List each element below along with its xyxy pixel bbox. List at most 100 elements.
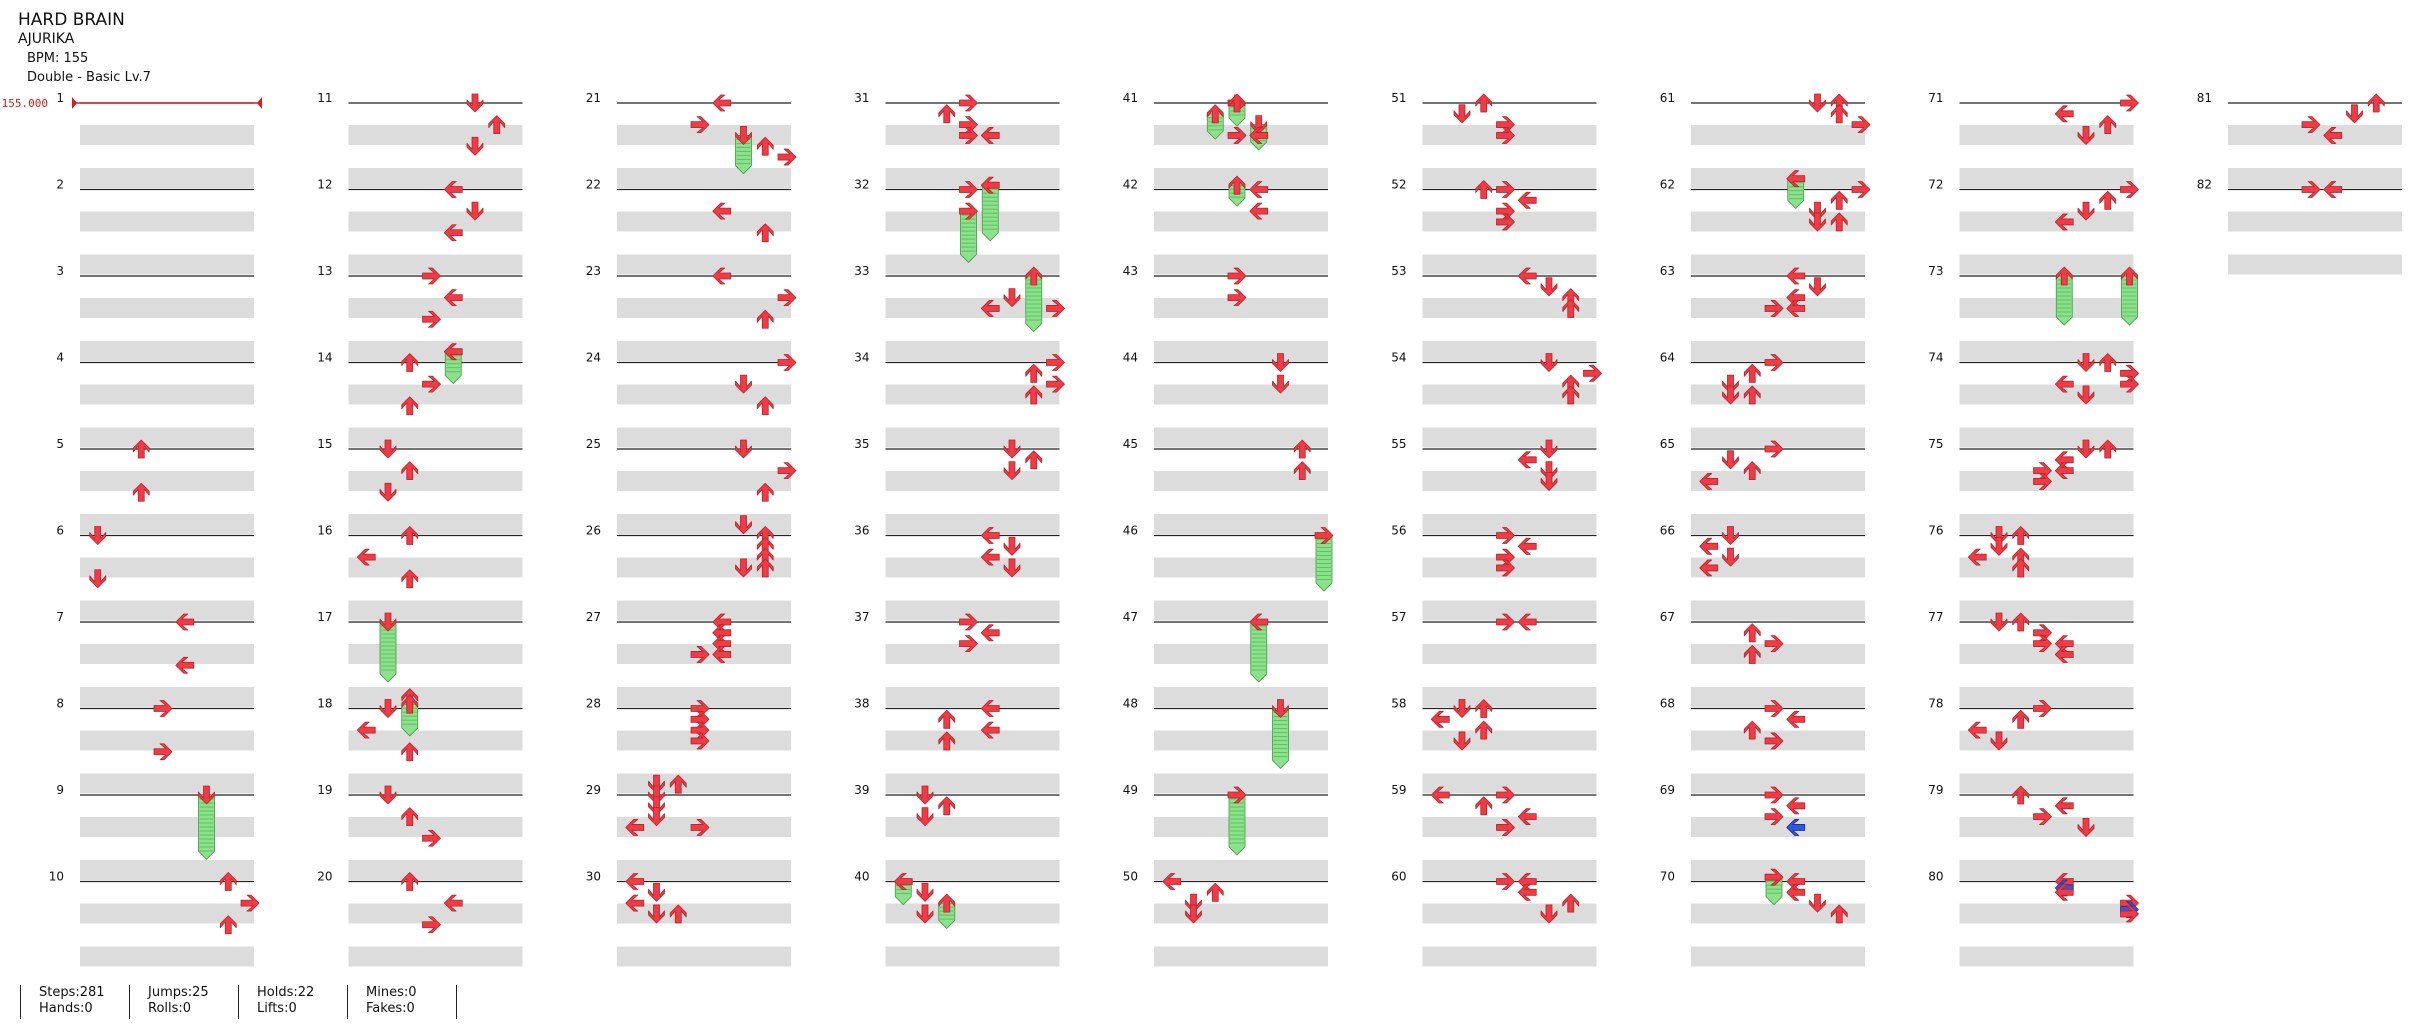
measure-number: 3 [56, 264, 64, 278]
beat-band [1422, 168, 1597, 188]
arrow-shape [916, 785, 934, 805]
beat-band [885, 644, 1060, 664]
up-arrow-icon [1228, 93, 1246, 113]
arrow-shape [756, 136, 774, 156]
measure-63: 63 [1660, 264, 1865, 361]
arrow-shape [1764, 300, 1784, 317]
up-arrow-icon [669, 774, 687, 794]
beat-band [885, 384, 1060, 405]
arrow-shape [2054, 883, 2074, 901]
measure-82: 82 [2197, 178, 2402, 275]
beat-band [1154, 211, 1328, 232]
left-arrow-icon [893, 873, 913, 890]
beat-band [1422, 600, 1597, 621]
beat-band [885, 341, 1060, 361]
beat-band [617, 471, 791, 491]
arrow-shape [1722, 547, 1739, 567]
measure-number: 1 [56, 91, 64, 105]
arrow-shape [1046, 375, 1065, 393]
arrow-shape [756, 223, 774, 243]
arrow-shape [1990, 526, 2008, 545]
arrow-shape [2301, 116, 2321, 134]
measure-number: 49 [1123, 783, 1138, 797]
arrow-shape [1475, 796, 1493, 816]
measure-number: 66 [1660, 524, 1675, 538]
measure-number: 53 [1391, 264, 1406, 278]
up-arrow-icon [756, 396, 774, 416]
arrow-shape [443, 224, 463, 242]
down-arrow-icon [2077, 385, 2095, 405]
arrow-shape [401, 569, 419, 589]
right-arrow-icon [2301, 116, 2321, 134]
arrow-shape [401, 872, 419, 891]
arrow-shape [1786, 797, 1806, 815]
up-arrow-icon [2121, 266, 2138, 286]
arrow-shape [1809, 277, 1826, 297]
measure-72: 72 [1928, 178, 2134, 275]
measure-58: 58 [1391, 697, 1597, 794]
measure-62: 62 [1660, 178, 1865, 275]
measure-number: 39 [854, 783, 869, 797]
arrow-shape [938, 104, 956, 124]
arrow-shape [1475, 93, 1493, 113]
beat-band [1691, 427, 1865, 448]
arrow-shape [1272, 353, 1289, 372]
arrow-shape [938, 731, 956, 751]
left-arrow-icon [980, 548, 1000, 566]
measure-number: 2 [56, 178, 64, 192]
arrow-shape [1496, 213, 1515, 231]
arrow-shape [777, 289, 797, 307]
beat-band [885, 557, 1060, 578]
beat-band [1154, 427, 1328, 448]
arrow-shape [777, 354, 797, 371]
down-arrow-icon [2077, 439, 2095, 459]
arrow-shape [1830, 212, 1848, 232]
arrow-shape [1786, 170, 1806, 188]
arrow-shape [1003, 536, 1021, 556]
arrow-shape [690, 819, 710, 836]
beat-band [1959, 860, 2134, 880]
right-arrow-icon [690, 646, 710, 663]
measure-28: 28 [586, 697, 791, 794]
left-arrow-icon [443, 181, 463, 198]
arrow-shape [690, 732, 710, 750]
up-arrow-icon [1562, 385, 1580, 405]
arrow-shape [356, 721, 376, 739]
beat-band [80, 773, 254, 794]
beat-band [1422, 341, 1597, 361]
up-arrow-icon [401, 569, 419, 589]
arrow-shape [712, 202, 732, 220]
measure-52: 52 [1391, 178, 1597, 275]
up-arrow-icon [2012, 612, 2030, 632]
up-arrow-icon [2099, 353, 2117, 372]
arrow-shape [1743, 623, 1761, 643]
arrow-shape [89, 569, 107, 589]
right-arrow-icon [777, 354, 797, 371]
measure-number: 75 [1928, 437, 1943, 451]
beat-band [1691, 817, 1865, 837]
beat-band [1422, 644, 1597, 664]
arrow-shape [1851, 116, 1871, 134]
up-arrow-icon [756, 309, 774, 329]
left-arrow-icon [443, 894, 463, 912]
arrow-shape [422, 310, 441, 328]
measure-73: 73 [1928, 264, 2134, 361]
beat-band [885, 687, 1060, 707]
arrow-shape [1272, 374, 1289, 394]
measure-23: 23 [586, 264, 791, 361]
left-arrow-icon [2323, 181, 2343, 198]
beat-band [1959, 687, 2134, 707]
measure-number: 28 [586, 697, 601, 711]
beat-band [1959, 168, 2134, 188]
arrow-shape [1496, 613, 1515, 631]
beat-band [1154, 860, 1328, 880]
left-arrow-icon [2054, 213, 2074, 231]
down-arrow-icon [1003, 288, 1021, 308]
arrow-shape [1025, 385, 1043, 405]
arrow-shape [1475, 180, 1493, 199]
arrow-shape [1475, 699, 1493, 718]
right-arrow-icon [690, 116, 710, 134]
beat-band [617, 860, 791, 880]
down-arrow-icon [198, 785, 215, 805]
left-arrow-icon [1249, 202, 1269, 220]
